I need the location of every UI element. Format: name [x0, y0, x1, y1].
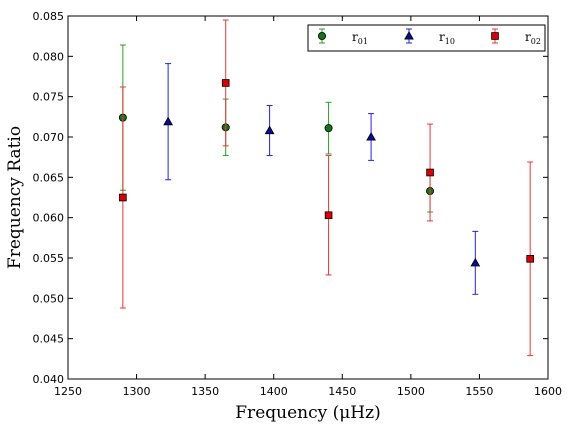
plot-area — [67, 15, 549, 380]
y-tick-label: 0.060 — [33, 212, 65, 225]
data-point-triangle — [470, 257, 481, 267]
legend-label-main: r — [525, 30, 531, 44]
y-tick-label: 0.055 — [33, 252, 65, 265]
data-point-square — [324, 211, 333, 220]
data-point-triangle — [366, 131, 376, 141]
y-tick-label: 0.080 — [33, 50, 65, 63]
y-tick-label: 0.070 — [33, 131, 65, 144]
legend-label-r10: r10 — [439, 30, 455, 46]
series-layer — [118, 19, 534, 357]
x-tick-label: 1250 — [54, 385, 82, 398]
series-r10 — [163, 63, 481, 295]
legend-marker-square — [491, 32, 499, 40]
y-tick-label: 0.065 — [33, 171, 65, 184]
legend-label-sub: 01 — [358, 37, 368, 46]
x-tick-label: 1500 — [397, 385, 425, 398]
y-tick-label: 0.075 — [33, 91, 65, 104]
legend: r01 r10 r02 — [307, 24, 546, 52]
x-tick-label: 1300 — [123, 385, 151, 398]
legend-marker-circle — [317, 32, 326, 41]
y-tick-label: 0.085 — [33, 10, 65, 23]
x-tick-label: 1450 — [328, 385, 356, 398]
x-tick-label: 1600 — [534, 385, 562, 398]
data-point-square — [426, 168, 434, 177]
y-axis-label: Frequency Ratio — [5, 126, 25, 269]
data-point-circle — [324, 124, 333, 133]
legend-label-main: r — [439, 30, 445, 44]
legend-label-r01: r01 — [352, 30, 368, 46]
data-point-square — [526, 255, 534, 263]
legend-label-r02: r02 — [525, 30, 541, 46]
data-point-square — [119, 193, 127, 202]
series-r01 — [118, 44, 435, 213]
x-axis-label: Frequency (μHz) — [235, 403, 380, 423]
legend-label-sub: 02 — [531, 37, 541, 46]
legend-marker-triangle — [404, 30, 414, 40]
legend-box — [307, 24, 546, 52]
legend-label-sub: 10 — [445, 37, 455, 46]
x-tick-label: 1350 — [191, 385, 219, 398]
x-tick-label: 1550 — [465, 385, 493, 398]
x-axis: 1250 1300 1350 1400 1450 1500 1550 1600 — [54, 16, 562, 398]
series-r02 — [119, 19, 534, 357]
y-tick-label: 0.045 — [33, 333, 65, 346]
data-point-triangle — [163, 116, 174, 126]
y-tick-label: 0.040 — [33, 373, 65, 386]
y-tick-label: 0.050 — [33, 292, 65, 305]
legend-label-main: r — [352, 30, 358, 44]
data-point-triangle — [264, 125, 275, 135]
y-axis: 0.040 0.045 0.050 0.055 0.060 0.065 0.070 0.075… — [33, 10, 548, 386]
x-tick-label: 1400 — [260, 385, 288, 398]
data-point-square — [221, 79, 230, 87]
